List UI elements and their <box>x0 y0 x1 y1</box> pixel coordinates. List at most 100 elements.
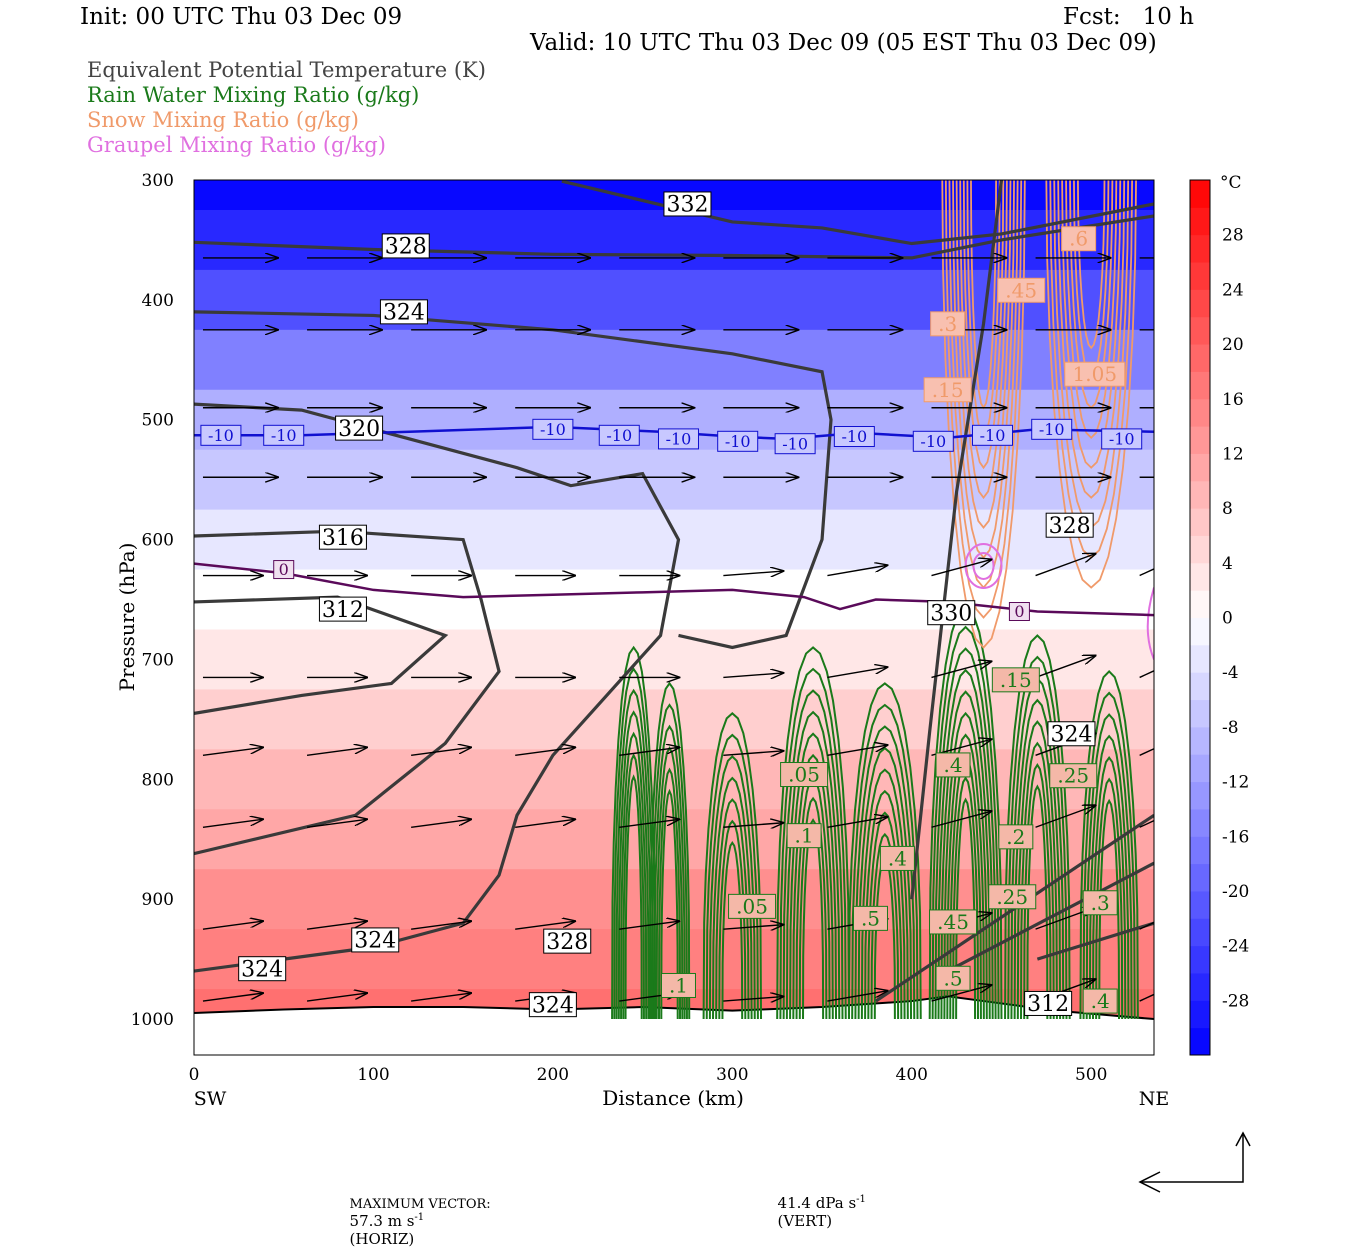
rain-contour <box>864 789 906 1020</box>
rain-label: .05 <box>788 763 820 787</box>
rain-contour <box>952 776 979 1020</box>
rain-contour <box>1091 756 1127 1020</box>
rain-label: .3 <box>1091 891 1110 915</box>
theta-e-contour <box>194 402 681 973</box>
theta-e-label-box <box>528 992 577 1018</box>
rain-contour <box>715 798 750 1020</box>
graupel-contour <box>1146 587 1154 660</box>
rain-contour <box>708 755 756 1020</box>
theta-e-label: 330 <box>930 601 972 626</box>
y-tick-label: 700 <box>142 650 174 670</box>
theta-e-label-box <box>663 191 712 217</box>
rain-contour <box>648 681 691 1020</box>
colorbar-segment <box>1190 644 1210 673</box>
isotherm-label-box <box>263 424 305 446</box>
colorbar-segment <box>1190 1027 1210 1056</box>
valid-time-label: Valid: 10 UTC Thu 03 Dec 09 (05 EST Thu … <box>530 30 1157 56</box>
wind-vector <box>411 747 471 757</box>
rain-label: .4 <box>943 753 962 777</box>
rain-contour <box>660 788 679 1020</box>
rain-contour <box>658 767 682 1020</box>
wind-vector <box>411 921 471 930</box>
snow-label-box <box>1061 226 1097 252</box>
colorbar-tick-label: -20 <box>1222 882 1249 902</box>
colorbar-segment <box>1190 234 1210 263</box>
rain-label-box <box>998 824 1034 850</box>
theta-e-label: 320 <box>338 417 380 442</box>
wind-vector <box>619 747 679 757</box>
isotherm-label: -10 <box>1039 420 1065 439</box>
colorbar-segment <box>1190 836 1210 865</box>
rain-contour <box>776 646 850 1020</box>
wind-vector <box>202 747 263 757</box>
colorbar-segment <box>1190 672 1210 701</box>
colorbar-segment <box>1190 262 1210 290</box>
colorbar-tick-label: 16 <box>1222 390 1244 410</box>
vector-key-icon <box>1138 1131 1251 1193</box>
wind-vector <box>515 747 575 757</box>
rain-contour <box>702 712 763 1020</box>
wind-vector <box>1139 670 1154 679</box>
isotherm-label: -10 <box>271 426 297 445</box>
colorbar-segment <box>1190 398 1210 427</box>
snow-label: .45 <box>1005 278 1037 302</box>
legend-entry: Snow Mixing Ratio (g/kg) <box>87 108 359 132</box>
horiz-tag: (HORIZ) <box>349 1230 415 1248</box>
rain-contour <box>940 690 991 1020</box>
rain-label-box <box>786 823 822 849</box>
theta-e-label: 312 <box>1027 992 1069 1017</box>
zero-isotherm-label: 0 <box>279 560 289 579</box>
x-tick-label: 300 <box>716 1065 748 1085</box>
snow-contour <box>1061 180 1122 469</box>
snow-label: .6 <box>1069 227 1088 251</box>
wind-vector <box>202 993 263 1002</box>
max-vector-vert-value: 41.4 dPa s <box>777 1194 857 1212</box>
colorbar-tick-label: -28 <box>1222 991 1249 1011</box>
rain-label-box <box>728 893 777 919</box>
theta-e-label-box <box>379 299 428 325</box>
theta-e-label-box <box>1047 721 1096 747</box>
snow-contour <box>1057 180 1126 499</box>
wind-vector <box>827 817 887 828</box>
colorbar-segment <box>1190 535 1210 564</box>
wind-vector <box>931 985 991 1002</box>
theta-e-label: 324 <box>1050 722 1092 747</box>
colorbar-tick-label: 24 <box>1222 280 1244 300</box>
wind-vector <box>931 559 991 577</box>
colorbar-segment <box>1190 344 1210 372</box>
wind-vector <box>931 811 991 828</box>
rain-label: .25 <box>1057 764 1089 788</box>
rain-label: .15 <box>1000 668 1032 692</box>
plot-frame <box>193 179 1155 1056</box>
rain-contour <box>617 710 650 1020</box>
rain-contour <box>792 753 834 1020</box>
colorbar-segment <box>1190 945 1210 974</box>
colorbar-tick-label: -4 <box>1222 663 1239 683</box>
isotherm-label: -10 <box>540 420 566 439</box>
wind-vector <box>723 673 783 678</box>
rain-contour <box>860 768 909 1020</box>
isotherm-label-box <box>532 418 574 440</box>
wind-vector <box>827 991 887 1002</box>
theta-e-label-box <box>351 927 400 953</box>
wind-vector <box>723 823 783 828</box>
colorbar-tick-label: -12 <box>1222 773 1249 793</box>
y-tick-label: 600 <box>142 531 174 551</box>
snow-label: .15 <box>932 378 964 402</box>
theta-e-label-box <box>318 596 367 622</box>
rain-label: .25 <box>996 885 1028 909</box>
colorbar-frame <box>1189 179 1211 1056</box>
zero-isotherm-label-box <box>1008 602 1030 622</box>
rain-contour <box>705 733 759 1020</box>
wind-vector <box>202 921 263 930</box>
isotherm-label-box <box>972 424 1014 446</box>
isotherm-label: -10 <box>208 426 234 445</box>
rain-contour <box>946 733 985 1020</box>
wind-vector <box>723 925 783 930</box>
colorbar-segment <box>1190 180 1210 208</box>
rain-contour <box>1007 655 1068 1020</box>
y-tick-label: 400 <box>142 291 174 311</box>
rain-contour <box>620 731 648 1020</box>
colorbar-tick-label: 12 <box>1222 444 1244 464</box>
rain-label-box <box>1082 890 1118 916</box>
